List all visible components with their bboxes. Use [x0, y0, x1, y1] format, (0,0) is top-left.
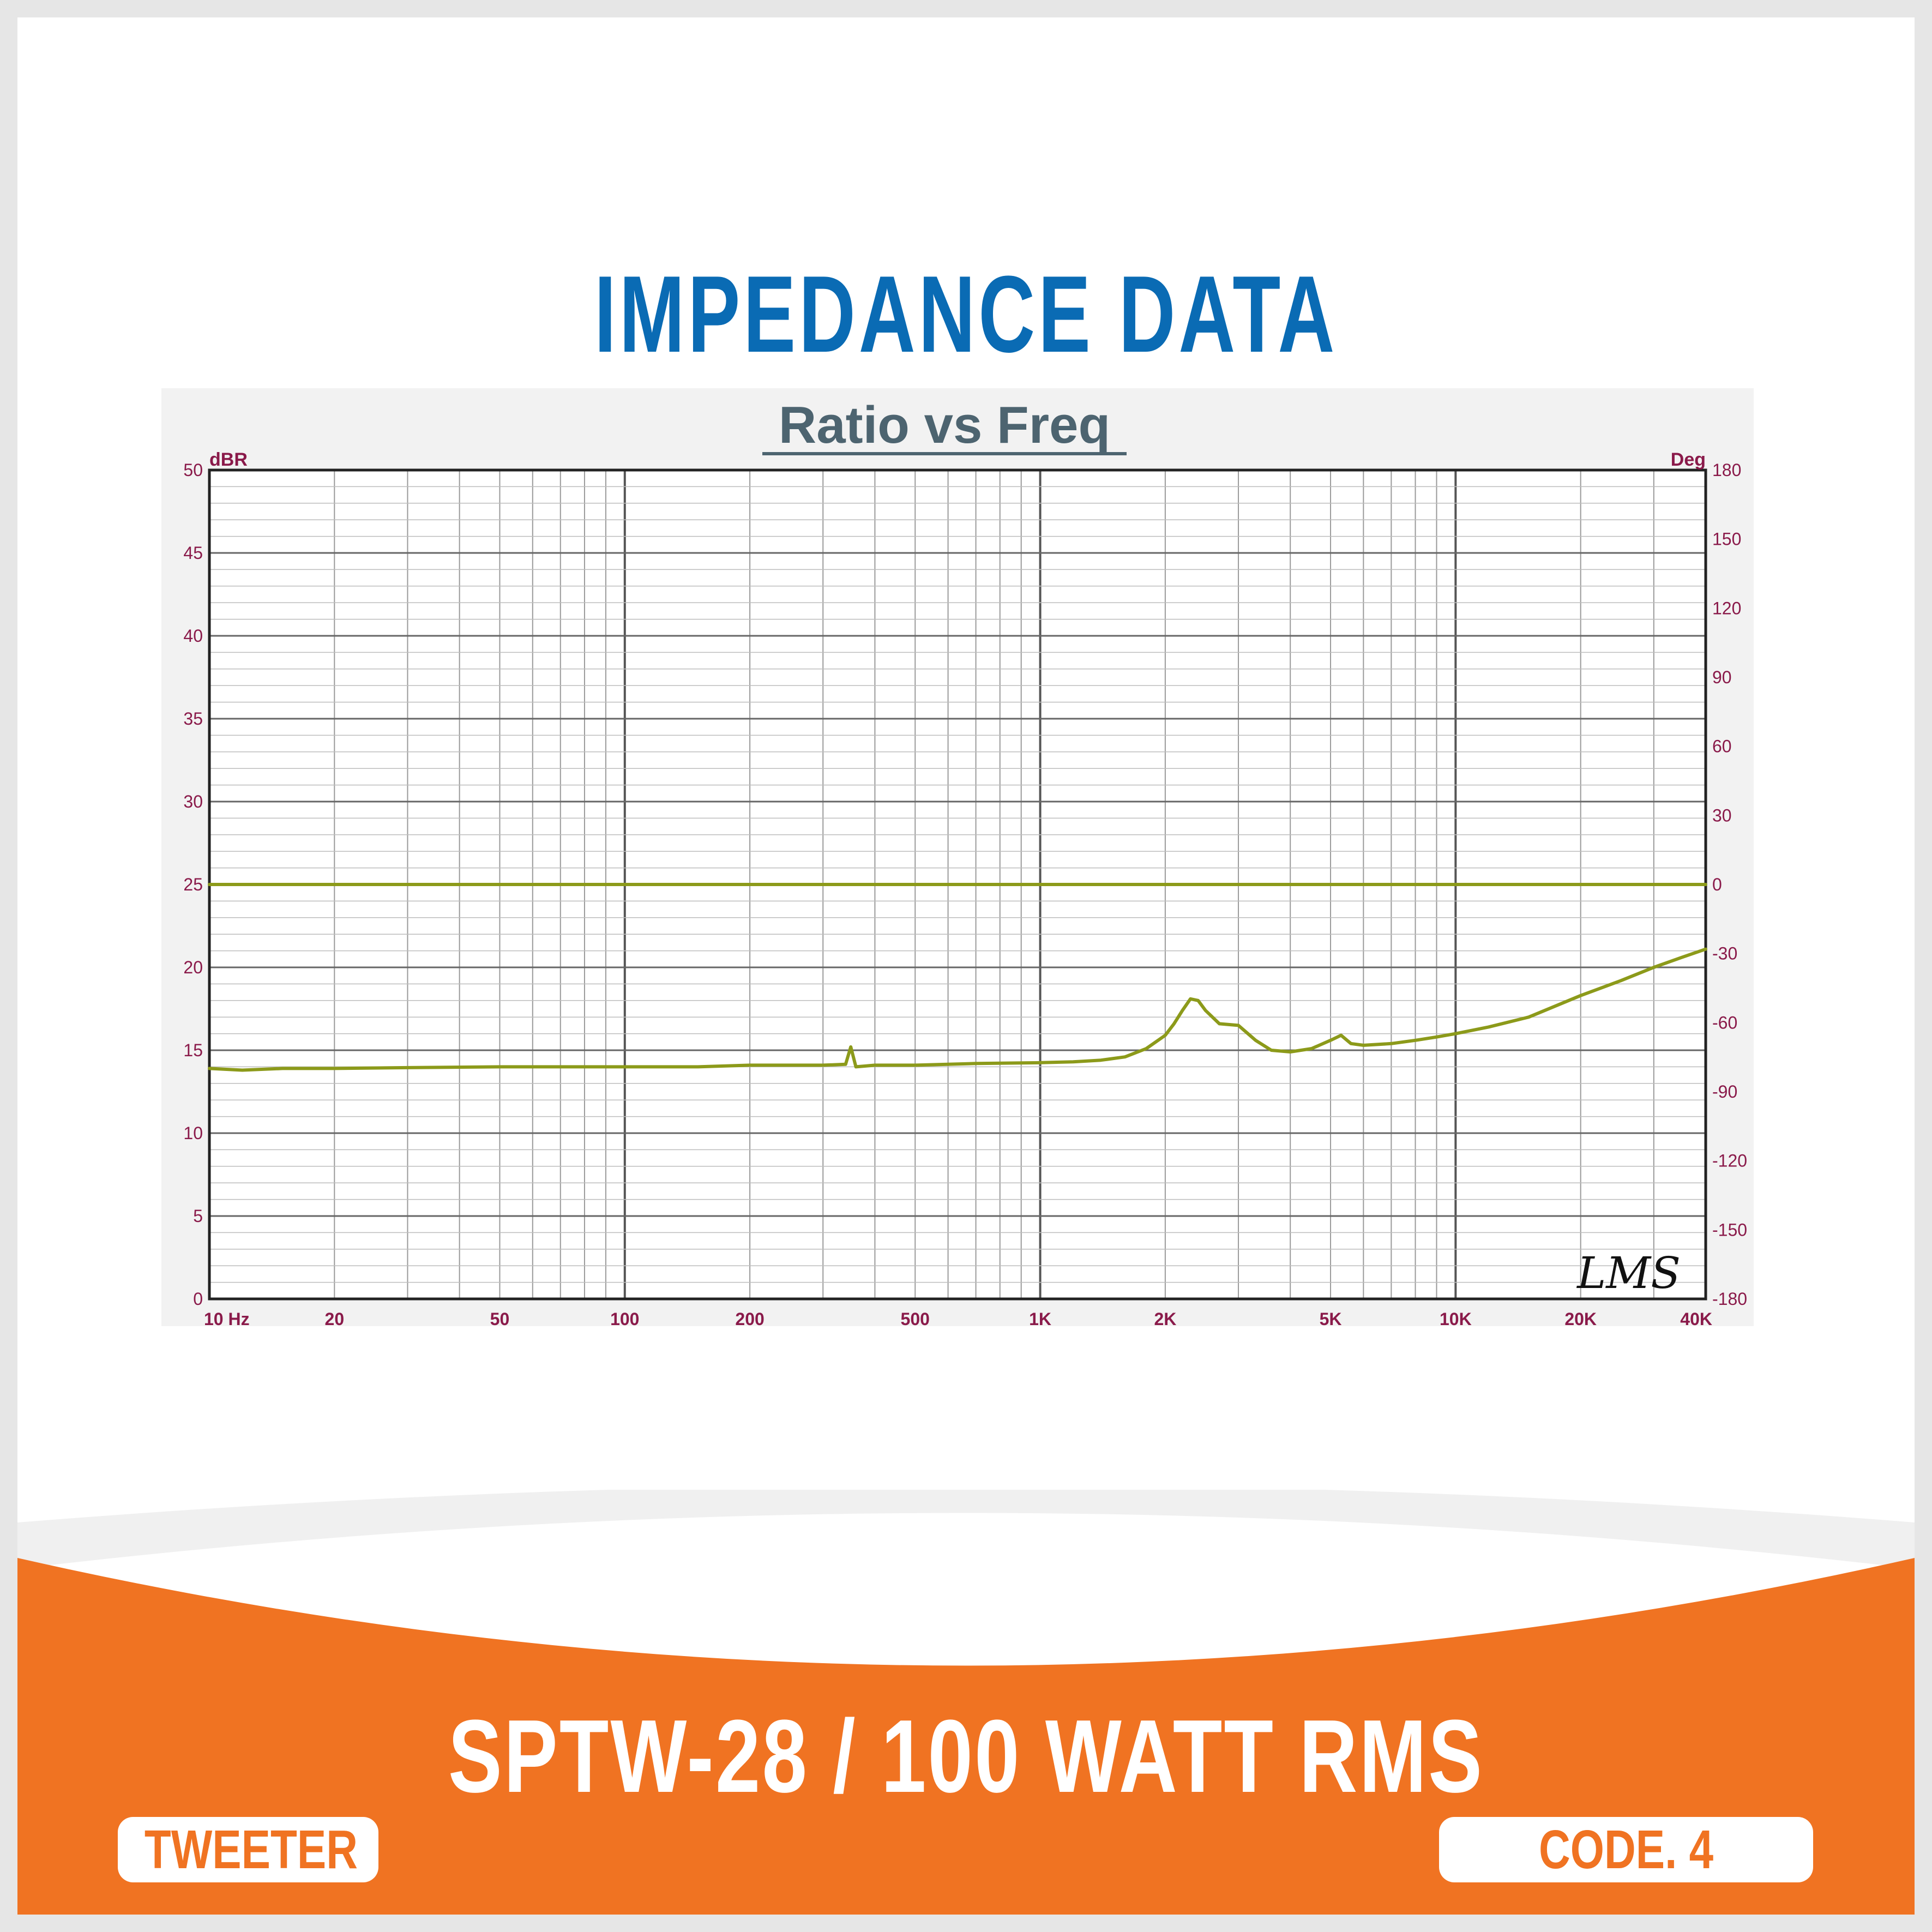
- page-title: IMPEDANCE DATA: [594, 254, 1338, 375]
- y-tick-label-right: -120: [1712, 1151, 1747, 1171]
- x-tick-label: 50: [490, 1309, 510, 1329]
- x-ticks: 10 Hz 20 50 100 200 500 1K 2K 5K 10K 20K 40K: [204, 1309, 1712, 1329]
- code-badge-label: CODE. 4: [1538, 1819, 1714, 1880]
- impedance-series-line: [208, 947, 1707, 1072]
- category-badge-label: TWEETER: [144, 1819, 358, 1880]
- impedance-chart: Ratio vs Freq dBR Deg 0 5 10 15 20 25 30 35 40 45…: [161, 388, 1754, 1329]
- y-tick-label-right: 180: [1712, 460, 1741, 480]
- series: [208, 883, 1707, 1072]
- y-tick-label-left: 50: [183, 460, 203, 480]
- chart-title: Ratio vs Freq: [779, 396, 1110, 454]
- x-tick-label: 10 Hz: [204, 1309, 250, 1329]
- x-tick-label: 20K: [1564, 1309, 1597, 1329]
- y-tick-label-right: -30: [1712, 944, 1737, 964]
- y-tick-label-left: 20: [183, 958, 203, 977]
- y-tick-label-left: 5: [193, 1206, 203, 1226]
- y-tick-label-left: 10: [183, 1123, 203, 1143]
- x-tick-label: 100: [610, 1309, 639, 1329]
- y-tick-label-left: 15: [183, 1040, 203, 1060]
- y-tick-label-left: 25: [183, 875, 203, 894]
- y-tick-label-left: 35: [183, 709, 203, 729]
- code-badge: CODE. 4: [1439, 1817, 1813, 1882]
- y-tick-label-right: 30: [1712, 805, 1732, 825]
- x-tick-label: 40K: [1680, 1309, 1712, 1329]
- x-tick-label: 1K: [1029, 1309, 1051, 1329]
- x-tick-label: 2K: [1154, 1309, 1176, 1329]
- product-card: IMPEDANCE DATA Ratio vs Freq dBR Deg 0 5 1…: [17, 17, 1915, 1915]
- y-ticks-left: 0 5 10 15 20 25 30 35 40 45 50: [183, 460, 203, 1309]
- y-tick-label-right: 60: [1712, 737, 1732, 756]
- y-axis-left-label: dBR: [209, 449, 248, 470]
- lms-watermark: LMS: [1576, 1248, 1681, 1298]
- y-tick-label-right: -60: [1712, 1013, 1737, 1032]
- x-tick-label: 5K: [1320, 1309, 1342, 1329]
- y-ticks-right: -180 -150 -120 -90 -60 -30 0 30 60 90 120 150 180: [1712, 460, 1747, 1309]
- y-tick-label-right: -180: [1712, 1289, 1747, 1309]
- y-tick-label-right: 120: [1712, 598, 1741, 618]
- y-tick-label-left: 45: [183, 543, 203, 563]
- x-tick-label: 500: [901, 1309, 930, 1329]
- x-tick-label: 20: [325, 1309, 345, 1329]
- y-axis-right-label: Deg: [1671, 449, 1706, 470]
- y-tick-label-right: 90: [1712, 667, 1732, 687]
- x-tick-label: 200: [735, 1309, 764, 1329]
- x-tick-label: 10K: [1440, 1309, 1472, 1329]
- y-tick-label-left: 0: [193, 1289, 203, 1309]
- y-tick-label-left: 40: [183, 626, 203, 646]
- category-badge: TWEETER: [118, 1817, 378, 1882]
- y-tick-label-right: 0: [1712, 875, 1722, 894]
- product-title: SPTW-28 / 100 WATT RMS: [448, 1699, 1484, 1814]
- y-tick-label-right: 150: [1712, 529, 1741, 549]
- y-tick-label-right: -150: [1712, 1220, 1747, 1239]
- y-tick-label-right: -90: [1712, 1082, 1737, 1102]
- y-tick-label-left: 30: [183, 792, 203, 811]
